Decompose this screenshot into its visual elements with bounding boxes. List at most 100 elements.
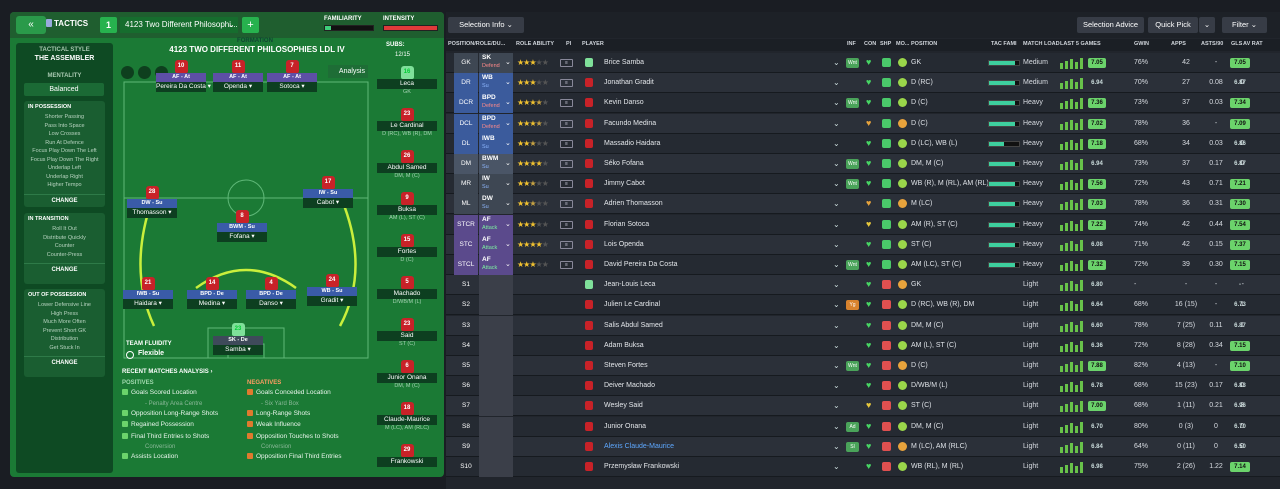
player-name[interactable]: David Pereira Da Costa: [604, 261, 678, 268]
sub-player[interactable]: 23 Said ST (C): [377, 318, 437, 348]
column-header[interactable]: TAC FAMI: [991, 41, 1017, 47]
role-dropdown-chevron-icon[interactable]: ⌄: [505, 220, 511, 228]
mentality-select[interactable]: Balanced: [24, 83, 104, 96]
player-name[interactable]: Adrien Thomasson: [604, 200, 663, 208]
player-name-select[interactable]: Sotoca ▾: [267, 82, 317, 92]
player-instructions-icon[interactable]: ≡: [560, 99, 573, 108]
squad-row[interactable]: S3 Salis Abdul Samed ⌄ ♥ DM, M (C) Light 6.60 7…: [446, 315, 1280, 336]
role-dropdown-chevron-icon[interactable]: ⌄: [505, 261, 511, 268]
column-header[interactable]: POSITION/ROLE/DU...: [448, 41, 506, 47]
player-name[interactable]: Brice Samba: [604, 59, 645, 66]
sub-player[interactable]: 26 Abdul Samed DM, M (C): [377, 150, 437, 180]
player-name[interactable]: Jonathan Gradit: [604, 79, 654, 87]
filter-button[interactable]: Filter ⌄: [1222, 17, 1267, 33]
pitch-player[interactable]: 23 SK - De Samba ▾: [213, 323, 263, 355]
column-header[interactable]: INF: [847, 41, 856, 47]
role-duty-select[interactable]: AF Attack: [479, 234, 513, 255]
sub-player[interactable]: 18 Claude-Maurice M (LC), AM (RLC): [377, 402, 437, 432]
squad-row[interactable]: DCR BPD Defend ⌄ ★★★★★ ≡ Kevin Danso ⌄ Wnt ♥ D (C)…: [446, 93, 1280, 114]
squad-row[interactable]: STC AF Attack ⌄ ★★★★★ ≡ Lois Openda ⌄ ♥ ST (C) Hea…: [446, 234, 1280, 255]
chevron-down-icon[interactable]: ⌄: [228, 20, 235, 29]
pitch-player[interactable]: 28 DW - Su Thomasson ▾: [127, 186, 177, 218]
squad-row[interactable]: GK SK Defend ⌄ ★★★★★ ≡ Brice Samba ⌄ Wnt ♥ GK Mediu…: [446, 53, 1280, 73]
player-name[interactable]: Deiver Machado: [604, 382, 655, 390]
squad-row[interactable]: S10 Przemysław Frankowski ⌄ ♥ WB (RL), M (RL…: [446, 457, 1280, 477]
pitch-player[interactable]: 14 BPD - De Medina ▾: [187, 277, 237, 309]
add-tactic-button[interactable]: +: [242, 17, 259, 33]
sub-player[interactable]: 29 Frankowski: [377, 444, 437, 467]
player-dropdown-chevron-icon[interactable]: ⌄: [833, 159, 840, 168]
pitch-player[interactable]: 24 WB - Su Gradit ▾: [307, 274, 357, 306]
player-dropdown-chevron-icon[interactable]: ⌄: [833, 138, 840, 148]
column-header[interactable]: ROLE ABILITY: [516, 41, 554, 47]
column-header[interactable]: PI: [566, 41, 572, 47]
squad-row[interactable]: S4 Adam Buksa ⌄ ♥ AM (L), ST (C) Light 6.36 72%…: [446, 335, 1280, 356]
role-dropdown-chevron-icon[interactable]: ⌄: [505, 79, 511, 87]
column-header[interactable]: LAST 5 GAMES: [1060, 41, 1101, 47]
pitch-player[interactable]: 11 AF - At Openda ▾: [213, 60, 263, 92]
squad-row[interactable]: DL IWB Su ⌄ ★★★★★ ≡ Massadio Haidara ⌄ ♥ D (LC), …: [446, 133, 1280, 154]
column-header[interactable]: AV RAT: [1243, 41, 1263, 47]
player-name[interactable]: Steven Fortes: [604, 362, 648, 369]
role-duty-select[interactable]: WB Su: [479, 73, 513, 94]
column-header[interactable]: SHP: [880, 41, 892, 47]
player-dropdown-chevron-icon[interactable]: ⌄: [833, 361, 840, 370]
player-instructions-icon[interactable]: ≡: [560, 200, 573, 209]
player-name-select[interactable]: Thomasson ▾: [127, 208, 177, 218]
player-name-select[interactable]: Samba ▾: [213, 345, 263, 355]
column-header[interactable]: GLS: [1231, 41, 1243, 47]
player-dropdown-chevron-icon[interactable]: ⌄: [833, 179, 840, 189]
player-role-badge[interactable]: IWB - Su: [123, 290, 173, 299]
sub-name-select[interactable]: Abdul Samed: [377, 163, 437, 173]
column-header[interactable]: ASTS/90: [1201, 41, 1224, 47]
player-role-badge[interactable]: WB - Su: [307, 287, 357, 296]
player-name[interactable]: Kevin Danso: [604, 99, 644, 107]
player-instructions-icon[interactable]: ≡: [560, 119, 573, 128]
player-name[interactable]: Lois Openda: [604, 240, 644, 248]
column-header[interactable]: PLAYER: [582, 41, 604, 47]
role-duty-select[interactable]: AF Attack: [479, 214, 513, 235]
sub-name-select[interactable]: Machado: [377, 289, 437, 299]
role-duty-select[interactable]: IW Su: [479, 174, 513, 195]
sub-player[interactable]: 5 Machado D/WB/M (L): [377, 276, 437, 306]
sub-name-select[interactable]: Said: [377, 331, 437, 341]
role-dropdown-chevron-icon[interactable]: ⌄: [505, 180, 511, 188]
column-header[interactable]: GWIN: [1134, 41, 1149, 47]
player-name[interactable]: Facundo Medina: [604, 119, 657, 127]
role-duty-select[interactable]: DW Su: [479, 194, 513, 215]
quick-pick-dropdown[interactable]: ⌄: [1199, 17, 1215, 33]
role-duty-select[interactable]: IWB Su: [479, 133, 513, 154]
role-dropdown-chevron-icon[interactable]: ⌄: [505, 139, 511, 147]
player-role-badge[interactable]: BPD - De: [187, 290, 237, 299]
player-dropdown-chevron-icon[interactable]: ⌄: [833, 98, 840, 108]
pitch-player[interactable]: 17 IW - Su Cabot ▾: [303, 176, 353, 208]
squad-row[interactable]: DM BWM Su ⌄ ★★★★★ ≡ Séko Fofana ⌄ Wnt ♥ DM, M (C) H…: [446, 154, 1280, 174]
player-name[interactable]: Jimmy Cabot: [604, 180, 645, 188]
pitch-player[interactable]: 7 AF - At Sotoca ▾: [267, 60, 317, 92]
squad-row[interactable]: DR WB Su ⌄ ★★★★★ ≡ Jonathan Gradit ⌄ ♥ D (RC) Medi…: [446, 73, 1280, 94]
column-header[interactable]: MATCH LOAD: [1023, 41, 1060, 47]
player-name-select[interactable]: Danso ▾: [246, 299, 296, 309]
sub-name-select[interactable]: Junior Onana: [377, 373, 437, 383]
player-role-badge[interactable]: IW - Su: [303, 189, 353, 198]
player-role-badge[interactable]: BPD - De: [246, 290, 296, 299]
player-name[interactable]: Junior Onana: [604, 422, 647, 430]
player-name[interactable]: Massadio Haidara: [604, 139, 661, 147]
bar-chart-icon[interactable]: [138, 66, 151, 79]
player-name[interactable]: Adam Buksa: [604, 341, 644, 349]
player-dropdown-chevron-icon[interactable]: ⌄: [833, 381, 840, 391]
player-name[interactable]: Julien Le Cardinal: [604, 301, 661, 309]
player-dropdown-chevron-icon[interactable]: ⌄: [833, 320, 840, 330]
player-dropdown-chevron-icon[interactable]: ⌄: [833, 78, 840, 88]
recent-matches-link[interactable]: RECENT MATCHES ANALYSIS ›: [122, 369, 213, 375]
player-role-badge[interactable]: SK - De: [213, 336, 263, 345]
sub-name-select[interactable]: Buksa: [377, 205, 437, 215]
player-dropdown-chevron-icon[interactable]: ⌄: [833, 441, 840, 451]
column-header[interactable]: CON: [864, 41, 877, 47]
tactical-style-value[interactable]: THE ASSEMBLER: [34, 55, 95, 62]
column-header[interactable]: MO...: [896, 41, 910, 47]
player-dropdown-chevron-icon[interactable]: ⌄: [833, 219, 840, 229]
back-button[interactable]: «: [16, 16, 46, 34]
sub-player[interactable]: 16 Leca GK: [377, 66, 437, 96]
sub-player[interactable]: 23 Le Cardinal D (RC), WB (R), DM: [377, 108, 437, 138]
